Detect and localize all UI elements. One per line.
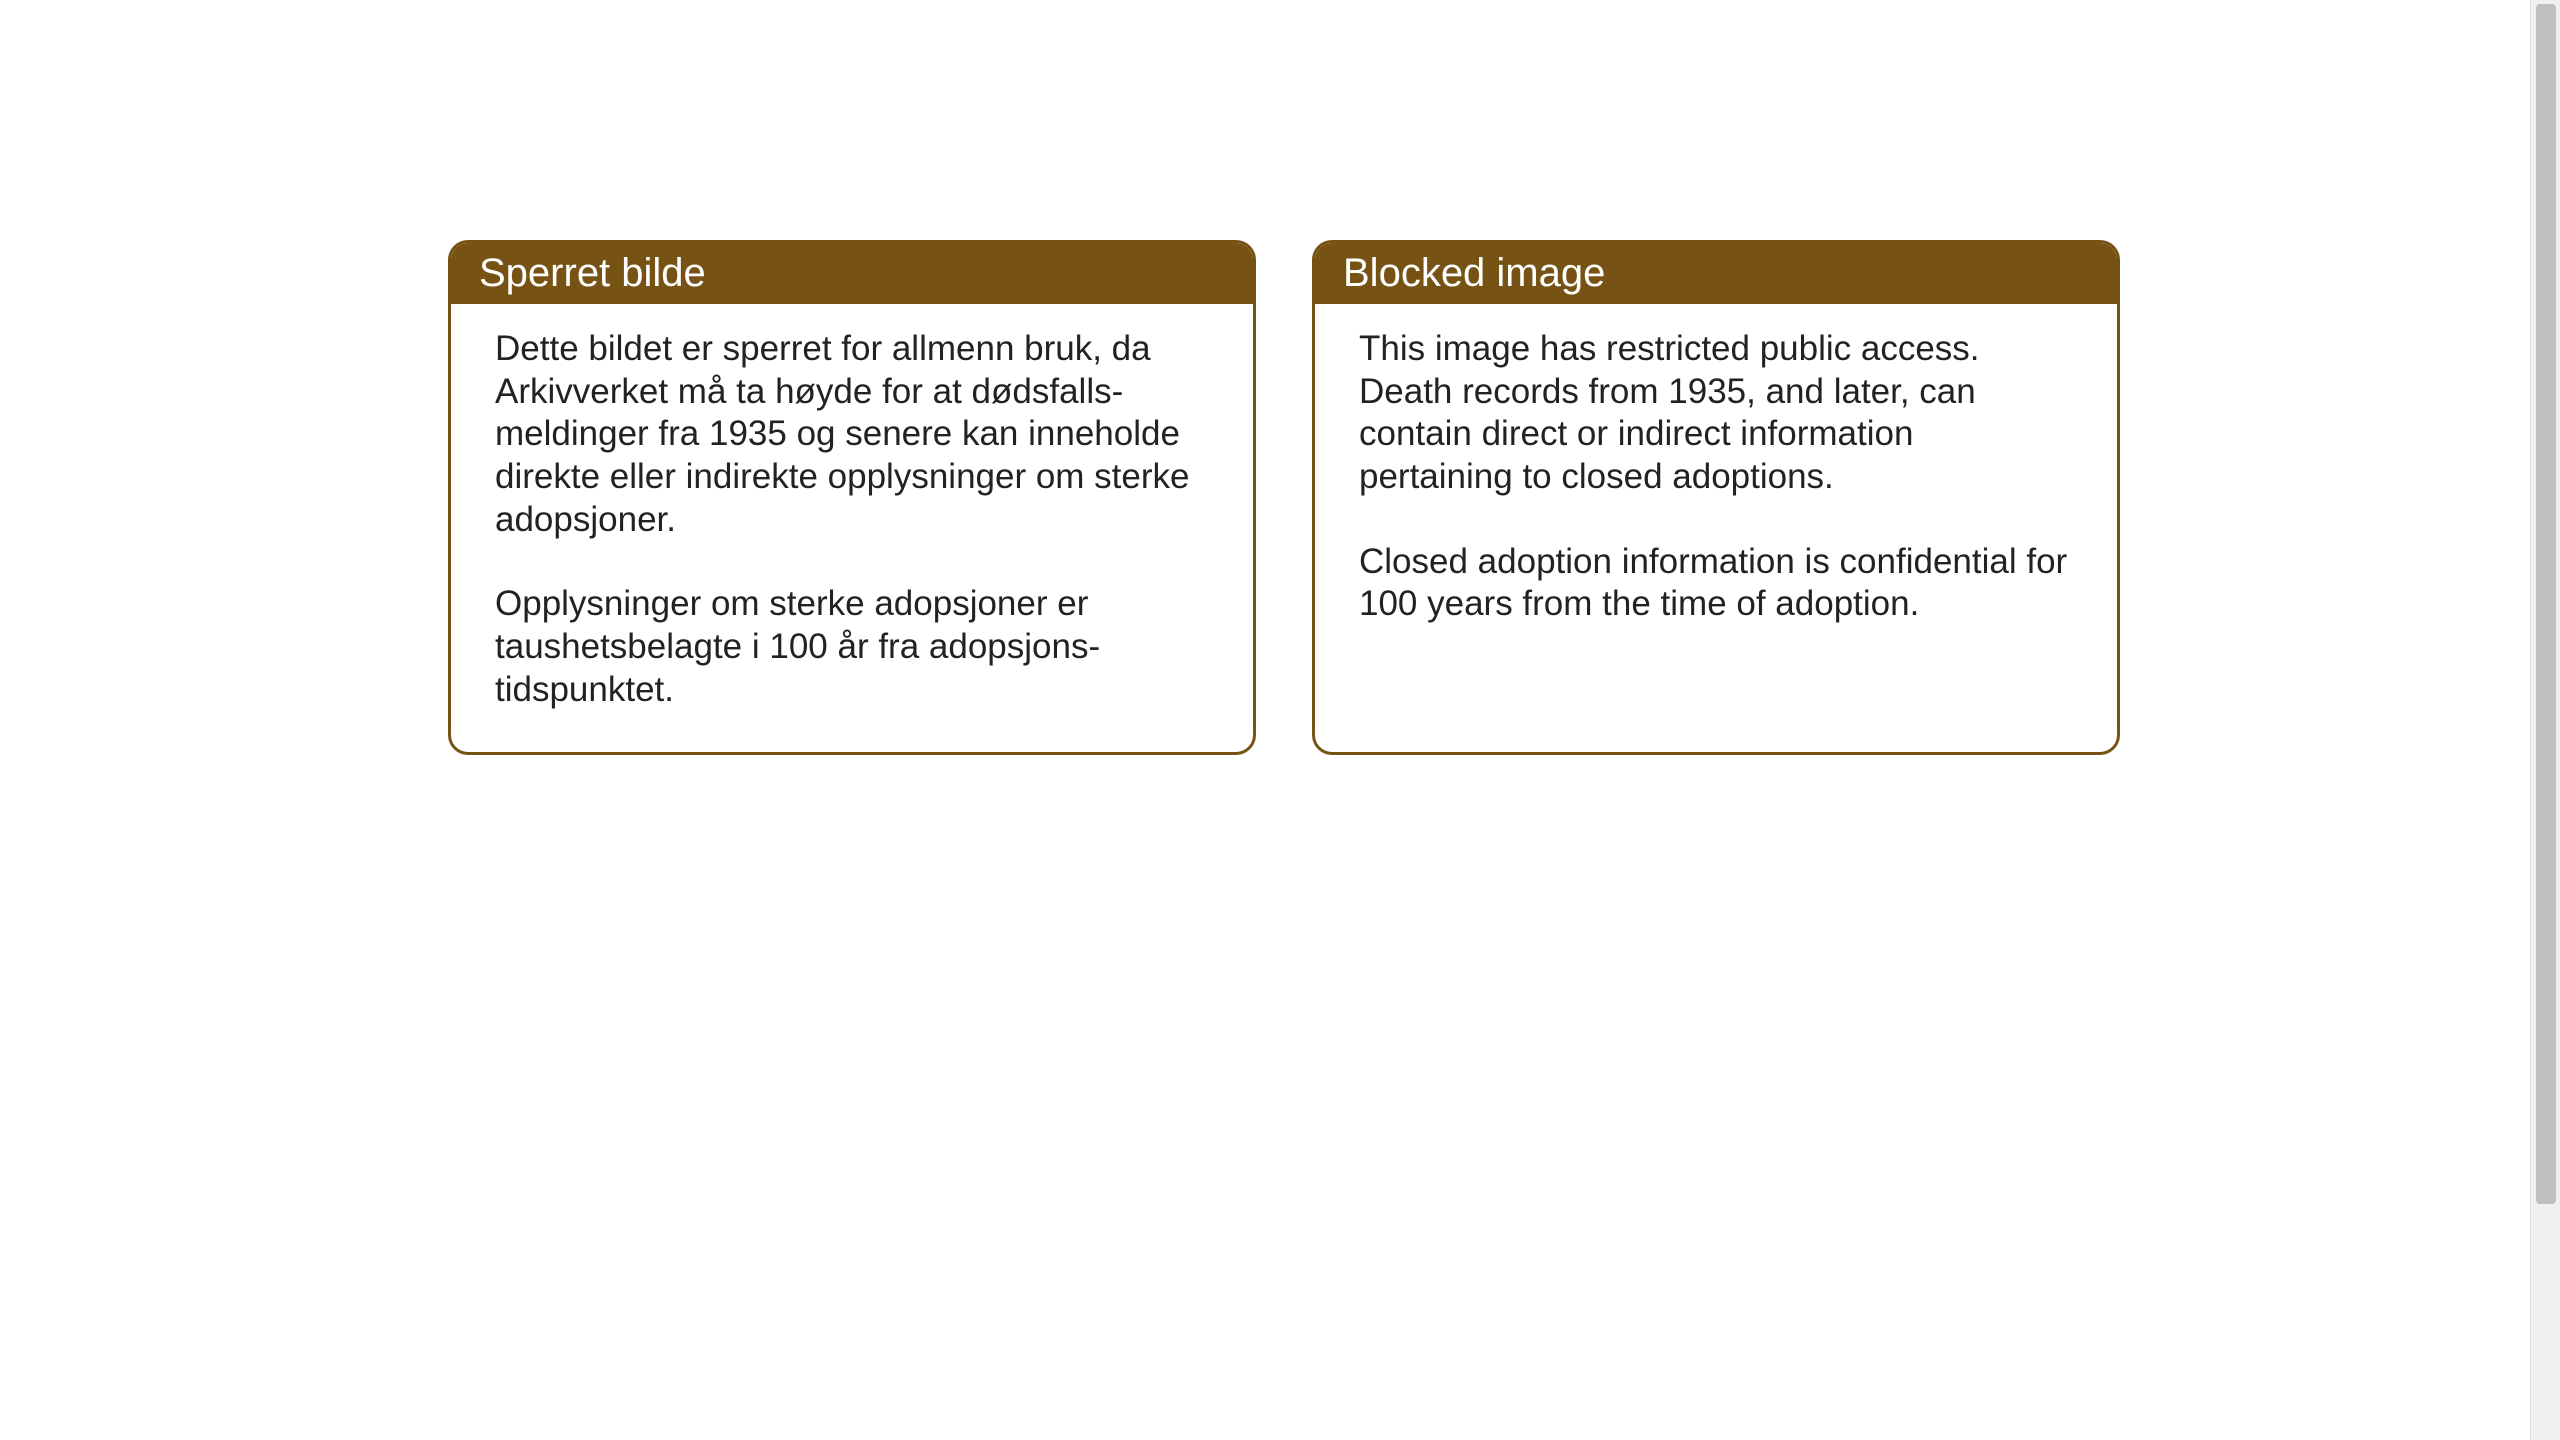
vertical-scrollbar-thumb[interactable] bbox=[2536, 4, 2556, 1204]
notice-header-english: Blocked image bbox=[1315, 243, 2117, 304]
notice-card-english: Blocked image This image has restricted … bbox=[1312, 240, 2120, 755]
notice-body-norwegian: Dette bildet er sperret for allmenn bruk… bbox=[451, 304, 1253, 752]
vertical-scrollbar[interactable] bbox=[2530, 0, 2560, 1440]
notice-title-english: Blocked image bbox=[1343, 251, 1605, 295]
notice-card-norwegian: Sperret bilde Dette bildet er sperret fo… bbox=[448, 240, 1256, 755]
notice-paragraph-1-english: This image has restricted public access.… bbox=[1359, 328, 2073, 499]
notice-paragraph-1-norwegian: Dette bildet er sperret for allmenn bruk… bbox=[495, 328, 1209, 541]
notice-header-norwegian: Sperret bilde bbox=[451, 243, 1253, 304]
notice-paragraph-2-english: Closed adoption information is confident… bbox=[1359, 541, 2073, 626]
notice-paragraph-2-norwegian: Opplysninger om sterke adopsjoner er tau… bbox=[495, 583, 1209, 711]
notice-container: Sperret bilde Dette bildet er sperret fo… bbox=[0, 0, 2560, 755]
notice-body-english: This image has restricted public access.… bbox=[1315, 304, 2117, 748]
notice-title-norwegian: Sperret bilde bbox=[479, 251, 706, 295]
